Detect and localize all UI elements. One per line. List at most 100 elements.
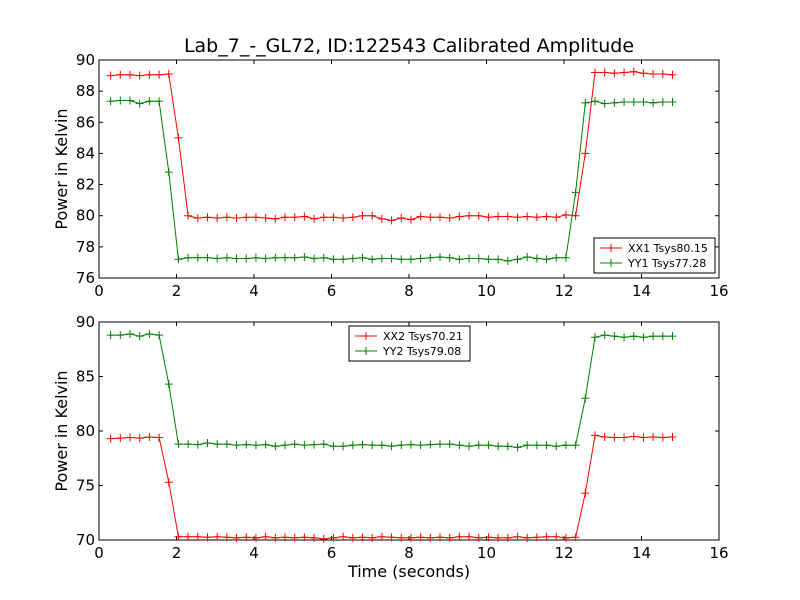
- data-point: [465, 211, 474, 220]
- data-point: [242, 533, 251, 542]
- data-point: [455, 212, 464, 221]
- data-point: [542, 441, 551, 450]
- x-tick-label: 16: [709, 544, 728, 562]
- y-tick-label: 90: [76, 313, 95, 331]
- data-point: [213, 532, 222, 541]
- data-point: [465, 532, 474, 541]
- data-point: [261, 440, 270, 449]
- data-point: [203, 213, 212, 222]
- data-point: [135, 332, 144, 341]
- data-point: [348, 254, 357, 263]
- data-point: [503, 533, 512, 542]
- x-tick-label: 2: [172, 282, 182, 300]
- legend-box: [593, 237, 716, 274]
- data-point: [532, 533, 541, 542]
- data-point: [406, 440, 415, 449]
- data-point: [397, 533, 406, 542]
- data-point: [213, 214, 222, 223]
- data-point: [145, 432, 154, 441]
- data-point: [377, 254, 386, 263]
- data-point: [503, 212, 512, 221]
- data-point: [203, 253, 212, 262]
- x-axis-label: Time (seconds): [347, 562, 470, 581]
- data-point: [445, 440, 454, 449]
- data-point: [445, 253, 454, 262]
- data-point: [358, 440, 367, 449]
- data-point: [658, 433, 667, 442]
- legend-marker: [362, 332, 370, 340]
- data-point: [436, 533, 444, 542]
- data-point: [561, 441, 570, 450]
- data-point: [184, 532, 193, 541]
- data-point: [406, 255, 415, 264]
- data-point: [581, 98, 590, 107]
- data-point: [251, 533, 260, 542]
- data-point: [639, 69, 648, 78]
- data-point: [174, 532, 183, 541]
- y-tick-label: 80: [76, 422, 95, 440]
- data-point: [600, 68, 609, 77]
- data-point: [193, 440, 202, 449]
- data-point: [387, 442, 396, 451]
- data-point: [300, 533, 309, 542]
- data-point: [436, 440, 444, 449]
- data-point: [465, 254, 474, 263]
- y-tick-label: 82: [76, 176, 95, 194]
- legend-marker: [607, 244, 615, 252]
- data-point: [348, 533, 357, 542]
- x-tick-label: 14: [632, 282, 651, 300]
- data-point: [242, 254, 251, 263]
- legend-marker: [362, 347, 370, 355]
- legend-label: YY2 Tsys79.08: [382, 345, 461, 358]
- data-point: [106, 434, 115, 443]
- series-1: [106, 67, 677, 225]
- data-point: [261, 254, 270, 263]
- data-point: [426, 213, 435, 222]
- data-point: [668, 432, 677, 441]
- data-point: [251, 213, 260, 222]
- data-point: [164, 70, 173, 79]
- data-point: [261, 214, 270, 223]
- y-tick-label: 75: [76, 477, 95, 495]
- data-point: [339, 255, 348, 264]
- data-point: [503, 442, 512, 451]
- chart-title: Lab_7_-_GL72, ID:122543 Calibrated Ampli…: [184, 35, 634, 57]
- data-point: [581, 489, 590, 498]
- legend-label: XX2 Tsys70.21: [383, 330, 463, 343]
- data-point: [513, 443, 522, 452]
- data-point: [639, 333, 648, 342]
- data-point: [639, 433, 648, 442]
- data-point: [426, 533, 435, 542]
- data-point: [310, 533, 319, 542]
- data-point: [193, 532, 202, 541]
- data-point: [126, 329, 134, 338]
- data-point: [348, 441, 357, 450]
- data-point: [145, 97, 154, 106]
- data-point: [620, 98, 629, 107]
- data-point: [397, 441, 406, 450]
- data-point: [436, 213, 444, 222]
- data-point: [310, 440, 319, 449]
- y-tick-label: 90: [76, 51, 95, 69]
- data-point: [445, 533, 454, 542]
- data-point: [232, 441, 241, 450]
- data-point: [668, 98, 677, 107]
- x-tick-label: 10: [477, 544, 496, 562]
- data-point: [513, 255, 522, 264]
- data-point: [222, 213, 231, 222]
- data-point: [155, 433, 164, 442]
- data-point: [571, 211, 580, 220]
- data-point: [164, 478, 173, 487]
- x-tick-label: 6: [327, 282, 337, 300]
- legend-box: [348, 325, 471, 362]
- data-point: [310, 214, 319, 223]
- data-point: [281, 441, 289, 450]
- data-point: [145, 329, 154, 338]
- data-point: [368, 255, 377, 264]
- data-point: [416, 533, 425, 542]
- x-tick-label: 0: [94, 282, 104, 300]
- data-point: [387, 254, 396, 263]
- data-point: [600, 331, 609, 340]
- data-point: [290, 253, 299, 262]
- data-point: [581, 394, 590, 403]
